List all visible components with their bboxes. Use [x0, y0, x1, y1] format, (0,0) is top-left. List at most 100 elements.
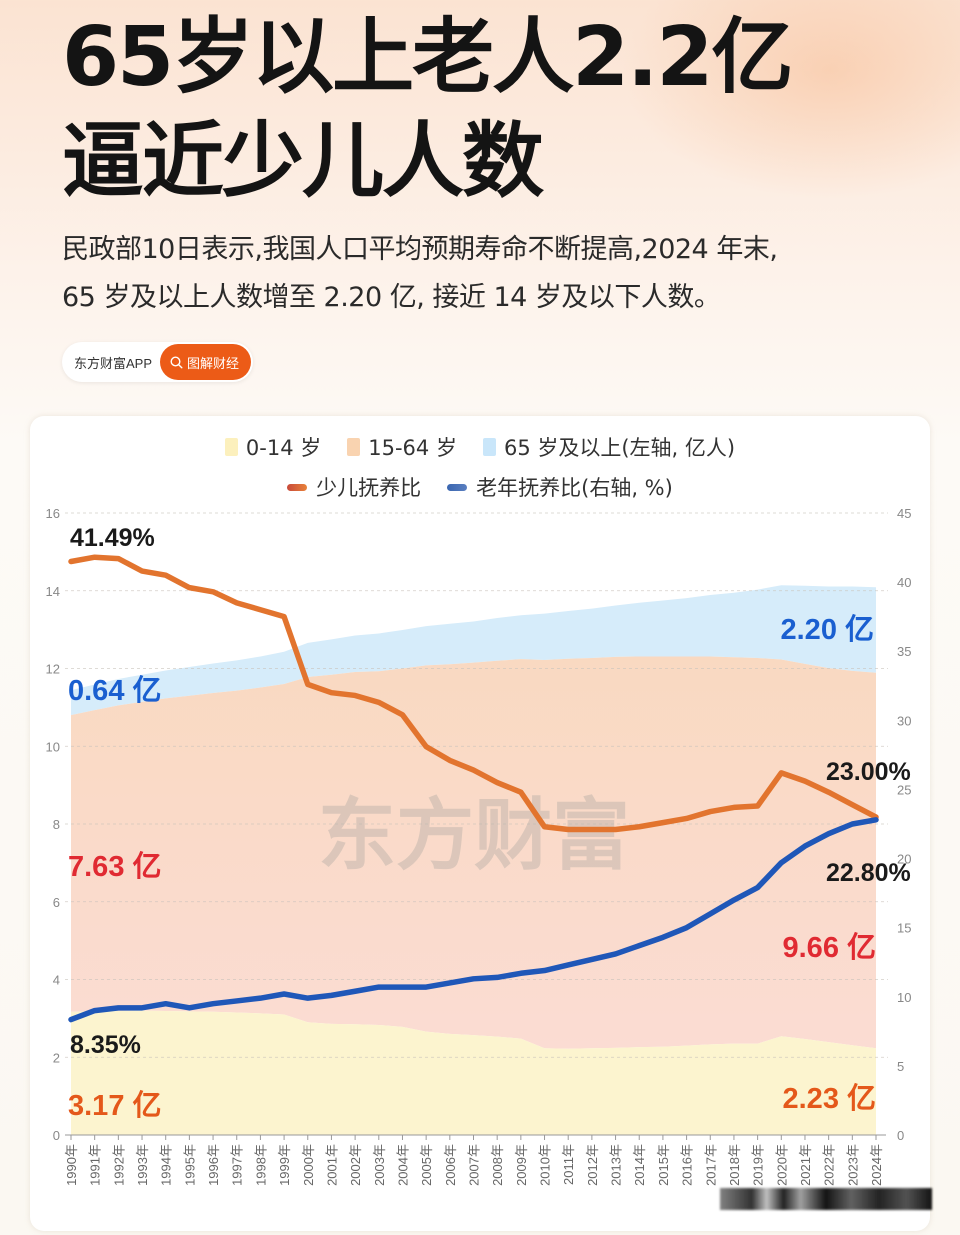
- legend-item-65-plus[interactable]: 65 岁及以上(左轴, 亿人): [482, 432, 736, 462]
- area-65-plus: [71, 585, 876, 716]
- x-tick-label: 1993年: [135, 1144, 150, 1186]
- x-tick-label: 2010年: [538, 1144, 553, 1186]
- y-right-tick-label: 30: [897, 713, 911, 728]
- annotation-youth-ratio-start: 41.49%: [70, 524, 155, 552]
- search-icon: [170, 355, 183, 369]
- x-tick-label: 2020年: [774, 1144, 789, 1186]
- x-tick-label: 2011年: [561, 1144, 576, 1185]
- line-elderly-dependency: [68, 817, 879, 1023]
- x-tick-label: 1994年: [159, 1144, 174, 1186]
- x-tick-label: 2016年: [680, 1144, 695, 1186]
- x-tick-label: 2005年: [419, 1144, 434, 1186]
- legend-item-youth-ratio[interactable]: 少儿抚养比: [287, 472, 421, 502]
- y-axis-right: 0 5 10 15 20 25 30 35 40 45: [897, 506, 911, 1143]
- annotation-pop15-64-start: 7.63 亿: [68, 850, 162, 883]
- x-tick-label: 2004年: [395, 1144, 410, 1186]
- y-right-tick-label: 35: [897, 644, 911, 659]
- headline-line-1: 65岁以上老人2.2亿: [62, 10, 793, 105]
- y-right-tick-label: 40: [897, 575, 911, 590]
- x-tick-label: 2014年: [632, 1144, 647, 1186]
- legend-item-15-64[interactable]: 15-64 岁: [347, 432, 457, 462]
- legend-row-lines: 少儿抚养比 老年抚养比(右轴, %): [0, 472, 960, 502]
- headline-line-2: 逼近少儿人数: [62, 114, 544, 209]
- area-0-14: [71, 1010, 876, 1135]
- annotation-pop0-14-end: 2.23 亿: [783, 1082, 877, 1115]
- legend-label: 0-14 岁: [245, 436, 322, 460]
- y-right-tick-label: 20: [897, 852, 911, 867]
- lede-line-1: 民政部10日表示,我国人口平均预期寿命不断提高,2024 年末,: [62, 234, 778, 265]
- legend-swatch-peach: [347, 438, 361, 456]
- x-tick-label: 2002年: [348, 1144, 363, 1186]
- line-youth-dependency: [68, 554, 879, 833]
- annotation-youth-ratio-end: 23.00%: [826, 758, 911, 786]
- topic-pill-label: 图解财经: [187, 355, 240, 371]
- annotation-pop0-14-start: 3.17 亿: [68, 1089, 162, 1122]
- x-tick-label: 2018年: [727, 1144, 742, 1186]
- x-tick-label: 2023年: [845, 1144, 860, 1186]
- y-left-tick-label: 12: [46, 662, 60, 677]
- x-tick-label: 2021年: [798, 1144, 813, 1186]
- area-15-64: [71, 656, 876, 1049]
- y-left-tick-label: 4: [53, 973, 60, 988]
- x-tick-label: 2003年: [372, 1144, 387, 1186]
- x-axis: 1990年 1991年 1992年 1993年 1994年 1995年 1996年 1997年…: [64, 1134, 886, 1186]
- x-tick-label: 1990年: [64, 1144, 79, 1186]
- x-tick-label: 1995年: [182, 1144, 197, 1186]
- x-tick-label: 2006年: [443, 1144, 458, 1186]
- y-axis-left: 0 2 4 6 8 10 12 14 16: [46, 506, 60, 1143]
- annotation-pop65-start: 0.64 亿: [68, 674, 162, 707]
- legend-swatch-blue: [482, 438, 496, 456]
- x-tick-label: 2019年: [751, 1144, 766, 1186]
- y-left-tick-label: 0: [53, 1128, 60, 1143]
- legend-label: 15-64 岁: [368, 436, 457, 460]
- headline: 65岁以上老人2.2亿 逼近少儿人数: [62, 6, 793, 214]
- x-tick-label: 2000年: [301, 1144, 316, 1186]
- y-right-tick-label: 0: [897, 1128, 904, 1143]
- x-tick-label: 1992年: [111, 1144, 126, 1186]
- legend-line-orange: [287, 483, 308, 491]
- x-tick-label: 2009年: [514, 1144, 529, 1186]
- x-tick-label: 1996年: [206, 1144, 221, 1186]
- x-tick-label: 2001年: [324, 1144, 339, 1186]
- redacted-watermark: [720, 1188, 932, 1210]
- annotation-elderly-ratio-start: 8.35%: [70, 1031, 141, 1059]
- x-tick-label: 2012年: [585, 1144, 600, 1186]
- x-tick-label: 1998年: [253, 1144, 268, 1186]
- y-left-tick-label: 10: [46, 739, 60, 754]
- ratio-lines: [68, 554, 879, 1023]
- badge-brand: 东方财富APP: [74, 355, 153, 371]
- lede-line-2: 65 岁及以上人数增至 2.20 亿, 接近 14 岁及以下人数。: [62, 282, 721, 313]
- x-tick-label: 2013年: [609, 1144, 624, 1186]
- y-right-tick-label: 25: [897, 782, 911, 797]
- x-tick-label: 2017年: [703, 1144, 718, 1186]
- y-right-tick-label: 10: [897, 990, 911, 1005]
- legend-item-0-14[interactable]: 0-14 岁: [224, 432, 322, 462]
- x-tick-label: 2022年: [822, 1144, 837, 1186]
- stacked-areas: [71, 585, 876, 1135]
- legend-item-elderly-ratio[interactable]: 老年抚养比(右轴, %): [447, 472, 673, 502]
- x-tick-label: 1991年: [88, 1144, 103, 1186]
- legend-swatch-yellow: [224, 438, 238, 456]
- legend-line-blue: [447, 483, 468, 491]
- watermark: 东方财富: [318, 791, 630, 881]
- x-tick-label: 2015年: [656, 1144, 671, 1186]
- x-tick-label: 1997年: [230, 1144, 245, 1186]
- annotation-pop65-end: 2.20 亿: [781, 613, 875, 646]
- annotation-elderly-ratio-end: 22.80%: [826, 859, 911, 887]
- x-tick-label: 1999年: [277, 1144, 292, 1186]
- y-right-tick-label: 15: [897, 921, 911, 936]
- y-right-tick-label: 45: [897, 506, 911, 521]
- legend-label: 65 岁及以上(左轴, 亿人): [503, 436, 736, 460]
- x-tick-label: 2007年: [467, 1144, 482, 1186]
- x-tick-label: 2024年: [869, 1144, 884, 1186]
- topic-pill[interactable]: 图解财经: [160, 344, 252, 380]
- lede-paragraph: 民政部10日表示,我国人口平均预期寿命不断提高,2024 年末, 65 岁及以上…: [62, 226, 942, 322]
- source-badge[interactable]: 东方财富APP 图解财经: [62, 342, 254, 382]
- y-left-tick-label: 8: [53, 817, 60, 832]
- y-left-tick-label: 2: [53, 1050, 60, 1065]
- annotation-pop15-64-end: 9.66 亿: [783, 931, 877, 964]
- y-left-tick-label: 6: [53, 895, 60, 910]
- legend-label: 老年抚养比(右轴, %): [476, 476, 673, 500]
- x-tick-label: 2008年: [490, 1144, 505, 1186]
